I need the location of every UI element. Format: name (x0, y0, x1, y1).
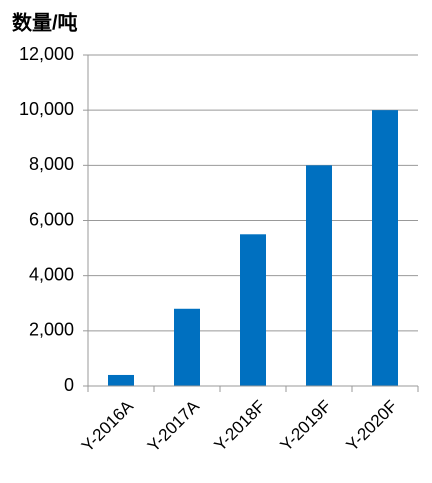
bar (108, 374, 134, 386)
y-tick-label: 10,000 (19, 99, 74, 119)
bar (372, 110, 398, 387)
y-tick-label: 2,000 (29, 320, 74, 340)
x-tick-label: Y-2020F (343, 397, 401, 455)
x-tick-label: Y-2016A (78, 396, 138, 456)
x-tick-label: Y-2018F (211, 397, 269, 455)
y-tick-label: 0 (64, 375, 74, 395)
bar (240, 234, 266, 386)
x-tick-label: Y-2017A (144, 396, 204, 456)
chart-title: 数量/吨 (12, 10, 78, 34)
y-tick-label: 4,000 (29, 264, 74, 284)
y-tick-label: 8,000 (29, 154, 74, 174)
x-tick-label: Y-2019F (277, 397, 335, 455)
bar (174, 308, 200, 386)
y-tick-label: 6,000 (29, 209, 74, 229)
y-tick-label: 12,000 (19, 44, 74, 64)
bar (306, 165, 332, 386)
